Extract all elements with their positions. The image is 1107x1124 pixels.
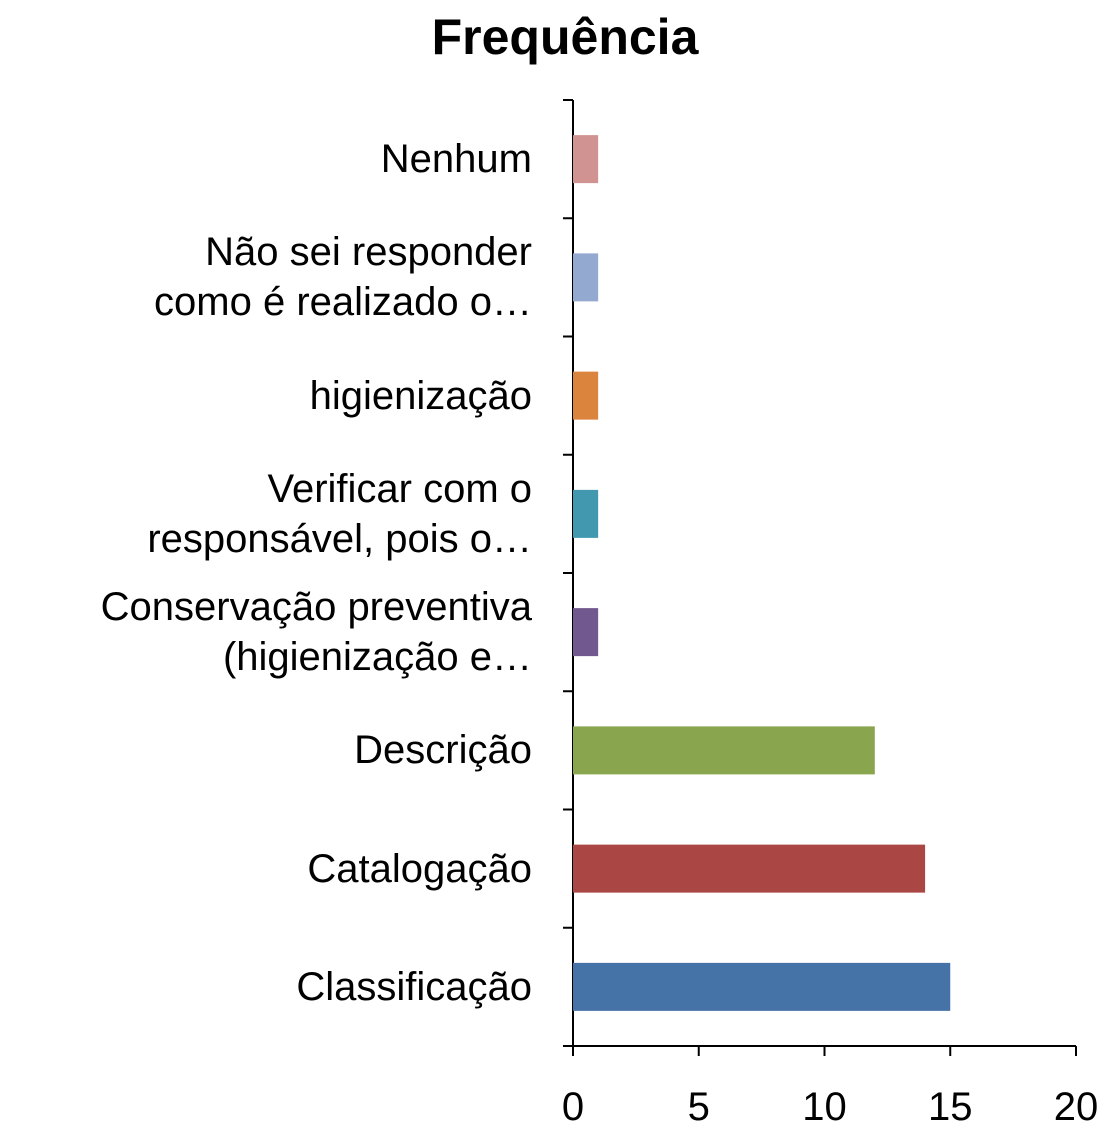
y-tick-label: Nenhum xyxy=(380,137,532,182)
bar xyxy=(573,844,926,893)
bar xyxy=(573,371,599,420)
x-tick-label: 0 xyxy=(562,1085,584,1124)
y-tick-label: Catalogação xyxy=(307,846,532,891)
y-tick-label: higienização xyxy=(309,373,532,418)
y-tick-label: Verificar com o responsável, pois o… xyxy=(147,466,532,561)
x-tick-label: 20 xyxy=(1054,1085,1099,1124)
bar xyxy=(573,962,951,1011)
bar xyxy=(573,253,599,302)
x-tick-label: 10 xyxy=(802,1085,847,1124)
y-tick-label: Descrição xyxy=(354,728,532,773)
y-tick-label: Conservação preventiva (higienização e… xyxy=(100,585,532,680)
y-tick-label: Não sei responder como é realizado o… xyxy=(154,230,532,325)
bar xyxy=(573,726,875,775)
bar xyxy=(573,135,599,184)
x-tick-label: 15 xyxy=(928,1085,973,1124)
chart-title: Frequência xyxy=(432,9,700,65)
x-tick-label: 5 xyxy=(688,1085,710,1124)
bar xyxy=(573,608,599,657)
bar xyxy=(573,489,599,538)
y-tick-label: Classificação xyxy=(296,964,532,1009)
